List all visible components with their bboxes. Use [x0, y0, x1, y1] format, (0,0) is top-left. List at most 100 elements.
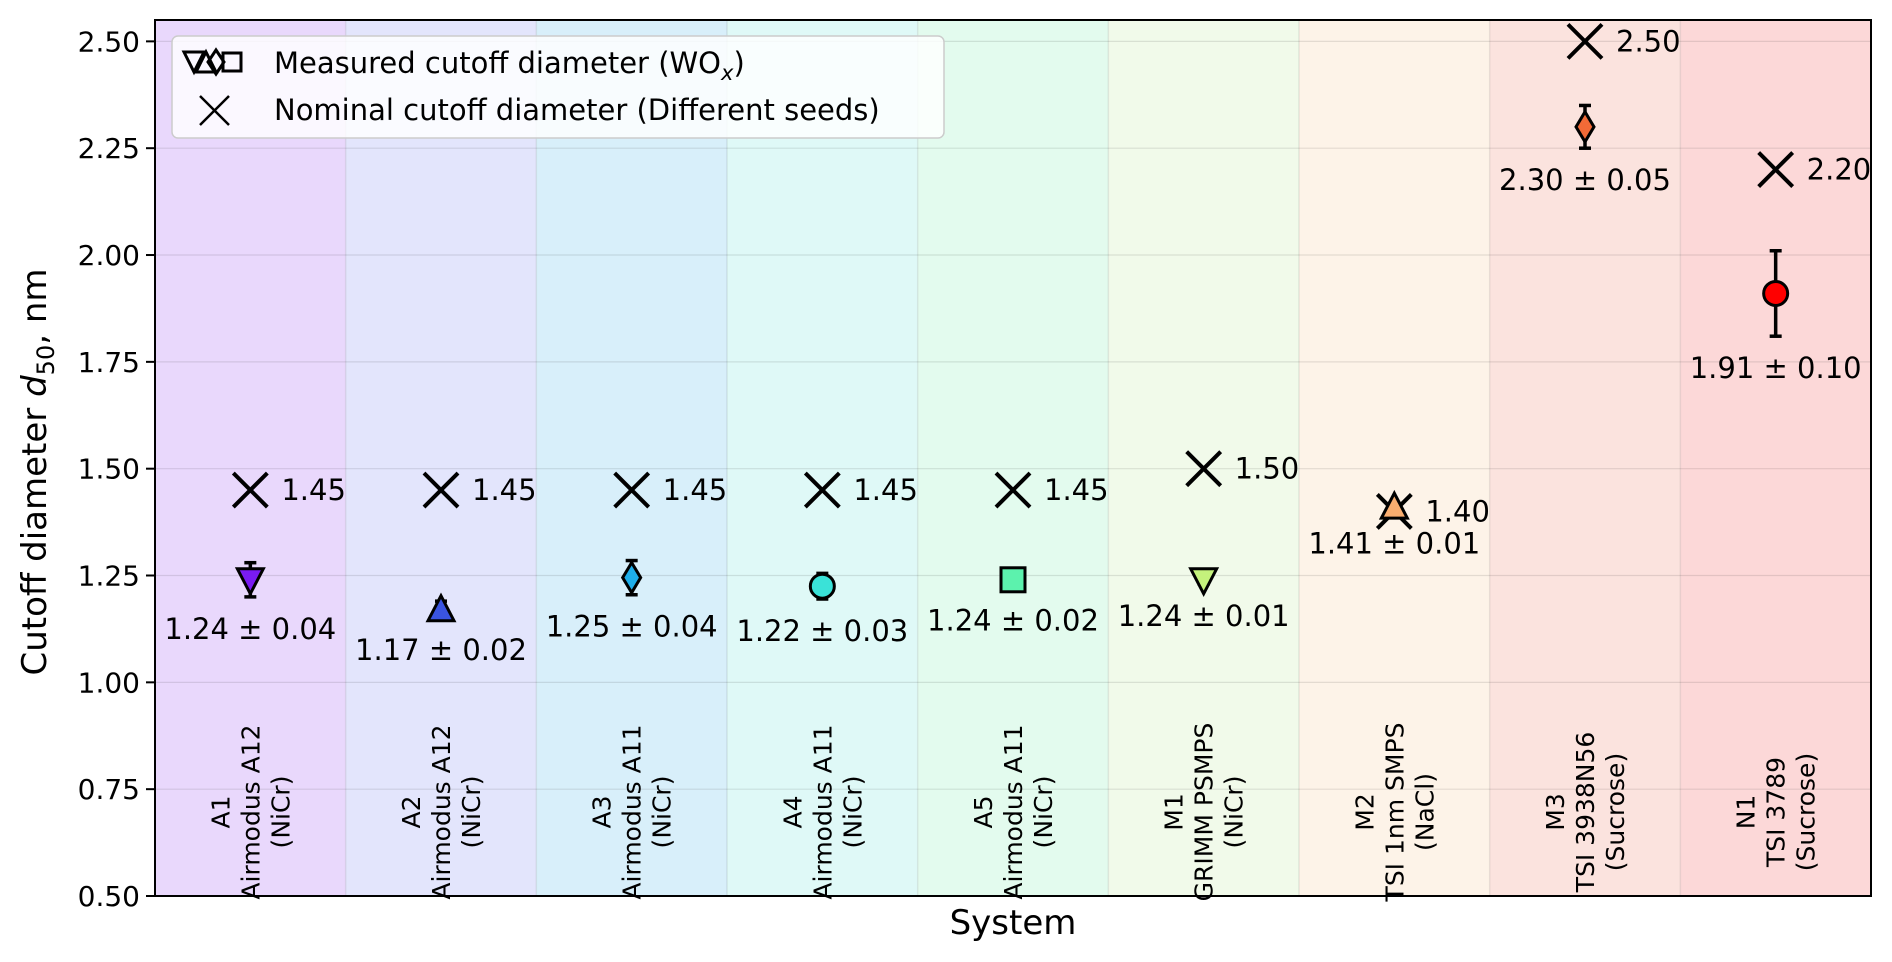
- system-instrument: TSI 3938N56: [1571, 732, 1600, 894]
- legend-diamond-icon: [206, 47, 226, 77]
- measured-circle-marker: [808, 572, 836, 600]
- legend-measured-markers: [181, 47, 243, 77]
- system-label-m3: M3TSI 3938N56(Sucrose): [1541, 732, 1630, 894]
- system-bands: [155, 20, 1871, 896]
- system-m1-marks: 1.50 1.24 ± 0.01: [1118, 450, 1300, 633]
- system-id: M2: [1350, 793, 1379, 830]
- legend-measured-prefix: Measured cutoff diameter (WO: [274, 46, 721, 80]
- y-axis-label-subscript: 50: [32, 345, 60, 376]
- legend-cross-icon: [199, 95, 230, 126]
- y-tick-label: 0.50: [78, 880, 140, 913]
- legend: Measured cutoff diameter (WOx) Nominal c…: [171, 35, 945, 139]
- legend-measured-subscript: x: [720, 61, 734, 85]
- y-tick-label: 1.50: [78, 453, 140, 486]
- nominal-cross-marker: [1566, 22, 1604, 60]
- legend-square-icon: [221, 51, 243, 73]
- measured-value-label: 1.25 ± 0.04: [546, 610, 718, 644]
- system-id: M1: [1160, 793, 1189, 830]
- gridlines: [155, 20, 1871, 897]
- legend-triangle-down-icon: [181, 50, 207, 76]
- measured-value-label: 1.24 ± 0.04: [164, 612, 336, 646]
- nominal-cross-marker: [231, 471, 269, 509]
- system-a5-marks: 1.45 1.24 ± 0.02: [927, 471, 1109, 637]
- system-label-a4: A4Airmodus A11(NiCr): [778, 724, 867, 899]
- band-m1: [1108, 20, 1299, 896]
- nominal-value-label: 2.20: [1807, 153, 1872, 187]
- legend-triangle-up-icon: [193, 48, 219, 74]
- system-instrument: Airmodus A11: [999, 724, 1028, 899]
- system-instrument: TSI 1nm SMPS: [1380, 723, 1409, 903]
- system-id: A3: [588, 795, 617, 828]
- measured-value-label: 1.41 ± 0.01: [1308, 526, 1480, 560]
- band-a5: [917, 20, 1109, 896]
- measured-square-marker: [999, 566, 1027, 594]
- y-axis-label-variable: d: [15, 375, 55, 397]
- system-label-a1: A1Airmodus A12(NiCr): [206, 724, 295, 899]
- measured-triangle-up-marker: [1378, 489, 1410, 520]
- nominal-value-label: 1.45: [663, 473, 728, 507]
- measured-diamond-marker: [620, 559, 643, 596]
- system-label-m2: M2TSI 1nm SMPS(NaCl): [1350, 723, 1439, 903]
- legend-measured-label: Measured cutoff diameter (WOx): [274, 46, 745, 85]
- y-tick-label: 2.50: [78, 25, 140, 58]
- nominal-cross-marker: [1185, 450, 1223, 488]
- nominal-cross-marker: [613, 471, 651, 509]
- system-seed: (Sucrose): [1601, 753, 1630, 871]
- y-tick-label: 1.00: [78, 666, 140, 699]
- band-a3: [536, 20, 727, 896]
- measured-value-label: 2.30 ± 0.05: [1499, 163, 1671, 197]
- nominal-cross-marker: [803, 471, 841, 509]
- band-m2: [1299, 20, 1490, 896]
- system-id: M3: [1541, 793, 1570, 830]
- legend-measured-suffix: ): [733, 46, 744, 80]
- y-tick-label: 2.25: [78, 132, 140, 165]
- nominal-value-label: 1.40: [1425, 494, 1490, 528]
- system-instrument: Airmodus A11: [808, 724, 837, 899]
- nominal-cross-marker: [422, 471, 460, 509]
- y-tick-label: 2.00: [78, 239, 140, 272]
- system-seed: (NiCr): [457, 776, 486, 849]
- legend-box: [171, 35, 945, 139]
- data-marks: 1.45 1.24 ± 0.04 1.45 1.17 ± 0.02 1.45 1.25 ±…: [164, 22, 1872, 667]
- nominal-value-label: 1.45: [281, 473, 346, 507]
- nominal-cross-marker: [1757, 151, 1795, 188]
- system-n1-marks: 2.20 1.91 ± 0.10: [1690, 151, 1872, 385]
- measured-circle-marker: [1762, 279, 1790, 307]
- band-m3: [1489, 20, 1681, 896]
- measured-value-label: 1.24 ± 0.01: [1118, 599, 1290, 633]
- measured-triangle-up-marker: [425, 592, 457, 623]
- measured-value-label: 1.91 ± 0.10: [1690, 351, 1862, 385]
- system-id: N1: [1732, 795, 1761, 830]
- system-seed: (NiCr): [1220, 776, 1249, 849]
- y-tick-label: 0.75: [78, 773, 140, 806]
- measured-value-label: 1.24 ± 0.02: [927, 603, 1099, 637]
- band-a1: [155, 20, 346, 896]
- legend-nominal-label: Nominal cutoff diameter (Different seeds…: [274, 93, 880, 127]
- band-a4: [727, 20, 918, 896]
- system-labels: A1Airmodus A12(NiCr) A2Airmodus A12(NiCr)…: [206, 723, 1820, 903]
- y-axis-label-prefix: Cutoff diameter: [15, 397, 55, 676]
- nominal-value-label: 2.50: [1616, 24, 1681, 58]
- system-label-a3: A3Airmodus A11(NiCr): [588, 724, 677, 899]
- system-m3-marks: 2.50 2.30 ± 0.05: [1499, 22, 1681, 197]
- measured-value-label: 1.17 ± 0.02: [355, 633, 527, 667]
- band-n1: [1680, 20, 1871, 896]
- system-label-a5: A5Airmodus A11(NiCr): [969, 724, 1058, 899]
- system-seed: (NiCr): [1029, 776, 1058, 849]
- band-a2: [345, 20, 537, 896]
- y-tick-label: 1.25: [78, 560, 140, 593]
- system-instrument: Airmodus A11: [618, 724, 647, 899]
- system-seed: (NiCr): [838, 776, 867, 849]
- system-instrument: GRIMM PSMPS: [1190, 723, 1219, 902]
- system-seed: (NiCr): [266, 776, 295, 849]
- system-a4-marks: 1.45 1.22 ± 0.03: [736, 471, 918, 648]
- system-m2-marks: 1.401.41 ± 0.01: [1308, 489, 1490, 560]
- system-seed: (Sucrose): [1792, 753, 1821, 871]
- system-label-n1: N1TSI 3789(Sucrose): [1732, 753, 1821, 871]
- system-id: A5: [969, 795, 998, 828]
- plot-frame: [154, 19, 1872, 897]
- system-a1-marks: 1.45 1.24 ± 0.04: [164, 471, 346, 646]
- system-a2-marks: 1.45 1.17 ± 0.02: [355, 471, 537, 667]
- nominal-value-label: 1.50: [1235, 452, 1300, 486]
